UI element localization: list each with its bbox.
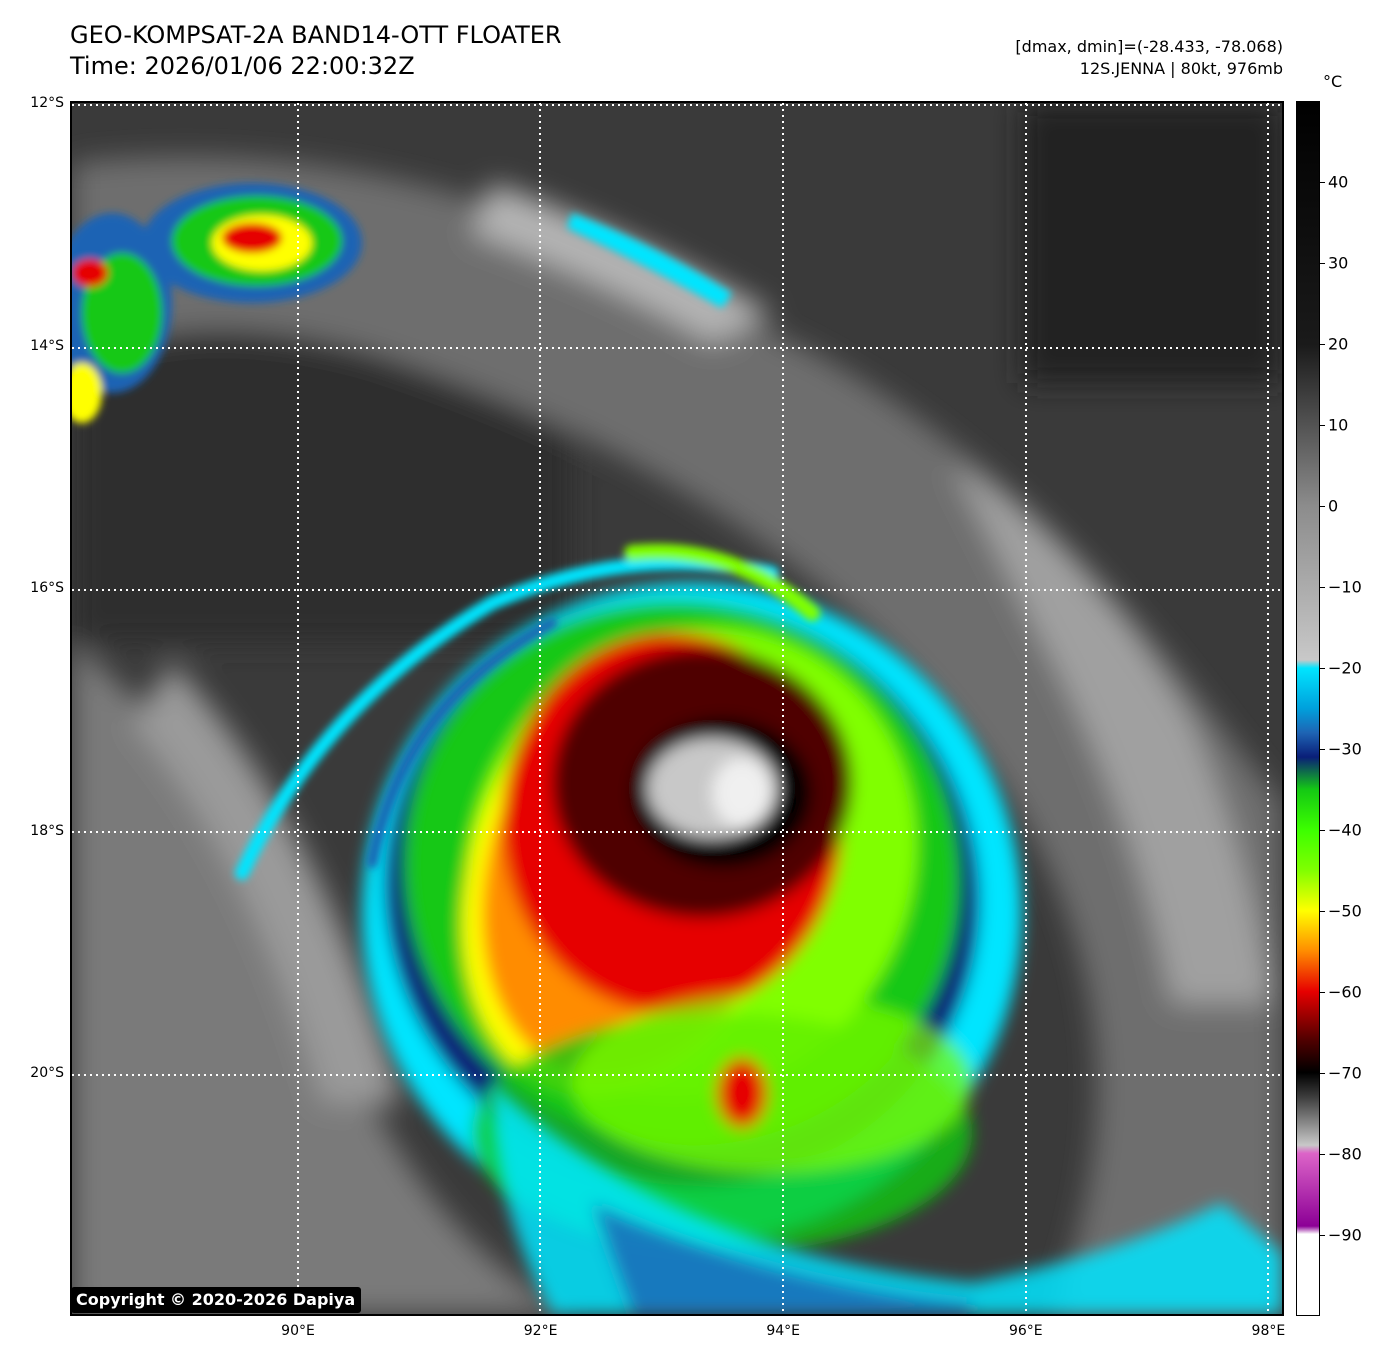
lat-label: 14°S (30, 337, 64, 354)
colorbar-tick (1320, 668, 1325, 669)
lon-label: 98°E (1251, 1323, 1286, 1339)
colorbar-tick-label: −30 (1328, 739, 1362, 759)
colorbar-tick-label: 10 (1328, 415, 1349, 435)
colorbar-unit: °C (1323, 72, 1343, 91)
lat-label: 16°S (30, 580, 64, 596)
colorbar-tick (1320, 425, 1325, 426)
colorbar-tick (1320, 911, 1325, 912)
colorbar-tick-label: 40 (1328, 172, 1349, 192)
copyright-notice: Copyright © 2020-2026 Dapiya (71, 1287, 362, 1313)
lon-label: 92°E (523, 1323, 558, 1339)
colorbar-tick-label: −20 (1328, 658, 1362, 678)
colorbar-tick-label: 20 (1328, 334, 1349, 354)
colorbar-tick-label: −50 (1328, 901, 1362, 921)
colorbar-tick (1320, 992, 1325, 993)
colorbar-tick (1320, 506, 1325, 507)
colorbar-tick (1320, 344, 1325, 345)
colorbar-tick (1320, 749, 1325, 750)
colorbar-tick-label: 0 (1328, 496, 1339, 516)
colorbar-tick-label: −90 (1328, 1225, 1362, 1245)
colorbar-tick-label: 30 (1328, 253, 1349, 273)
satellite-map (70, 101, 1284, 1316)
chart-time: Time: 2026/01/06 22:00:32Z (70, 52, 415, 80)
colorbar-tick (1320, 587, 1325, 588)
lon-label: 94°E (766, 1323, 801, 1339)
lat-label: 12°S (30, 95, 64, 111)
lat-label: 20°S (30, 1065, 64, 1081)
lat-label: 18°S (30, 822, 64, 839)
lon-label: 90°E (281, 1323, 315, 1339)
lon-label: 96°E (1008, 1323, 1043, 1339)
colorbar-tick (1320, 182, 1325, 183)
colorbar-tick-label: −70 (1328, 1063, 1362, 1083)
satellite-imagery (72, 103, 1282, 1314)
colorbar-tick (1320, 1235, 1325, 1236)
colorbar-tick (1320, 1073, 1325, 1074)
colorbar-tick-label: −10 (1328, 577, 1362, 597)
colorbar-tick-label: −40 (1328, 820, 1362, 840)
colorbar-tick (1320, 1154, 1325, 1155)
gridlines (72, 103, 1282, 1314)
colorbar-tick-label: −60 (1328, 982, 1362, 1002)
colorbar-tick (1320, 263, 1325, 264)
storm-info: 12S.JENNA | 80kt, 976mb (1079, 59, 1283, 78)
colorbar-tick (1320, 830, 1325, 831)
colorbar (1296, 101, 1320, 1316)
colorbar-tick-label: −80 (1328, 1144, 1362, 1164)
chart-title: GEO-KOMPSAT-2A BAND14-OTT FLOATER (70, 21, 562, 49)
dmax-dmin-info: [dmax, dmin]=(-28.433, -78.068) (1015, 37, 1283, 56)
